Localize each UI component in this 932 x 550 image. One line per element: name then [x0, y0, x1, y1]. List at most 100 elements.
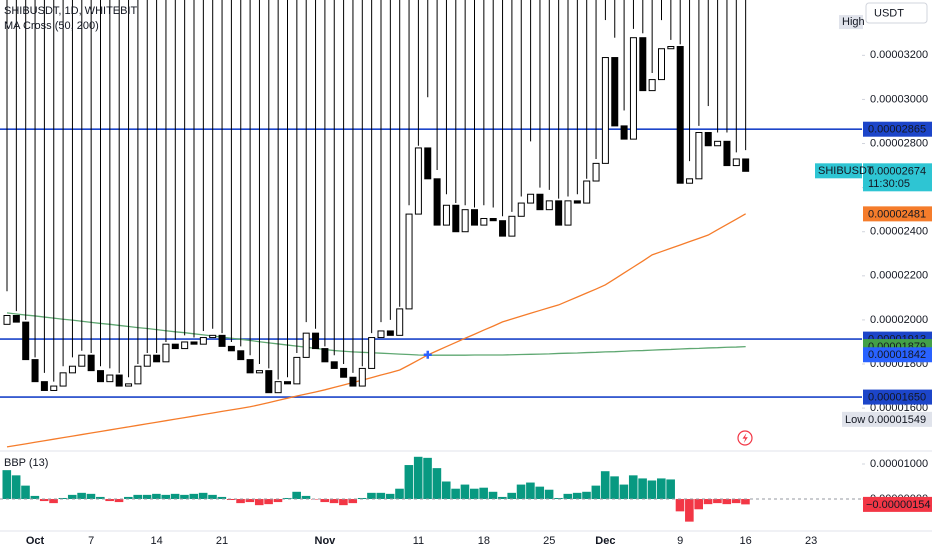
candle-body: [330, 361, 338, 369]
candle-body: [3, 315, 11, 325]
candle-body: [592, 162, 600, 182]
bbp-bar: [685, 498, 694, 522]
bbp-bar: [301, 495, 311, 499]
bbp-bar: [226, 498, 236, 501]
candle-body: [162, 343, 170, 363]
candle-body: [171, 343, 179, 350]
indicator-legend: MA Cross (50, 200): [4, 20, 99, 32]
bbp-bar: [628, 475, 638, 499]
candle-body: [181, 341, 189, 350]
candle-body: [143, 354, 151, 367]
bbp-bar: [694, 498, 703, 510]
bbp-bar: [638, 478, 647, 499]
bbp-bar: [582, 491, 591, 499]
candle-body: [714, 140, 722, 147]
y-tick-label: 0.00002800: [870, 137, 928, 149]
bbp-bar: [647, 480, 657, 499]
price-tag-label: 0.00001842: [868, 349, 926, 361]
bbp-bar: [124, 496, 133, 499]
price-tag-label: 0.00001650: [868, 391, 926, 403]
bbp-bar: [376, 492, 386, 499]
candle-body: [639, 37, 647, 92]
candle-body: [190, 341, 198, 345]
currency-box[interactable]: [865, 2, 928, 24]
bbp-bar: [142, 494, 152, 499]
bbp-bar: [367, 492, 376, 499]
bbp-bar: [703, 498, 713, 505]
price-tag-label: 0.00001549: [868, 414, 926, 426]
candle-body: [555, 200, 563, 226]
price-scale: 0.000016000.000018000.000020000.00002200…: [815, 15, 932, 505]
bbp-bar: [198, 492, 208, 499]
candle-body: [265, 370, 273, 394]
candle-body: [284, 381, 291, 385]
bbp-bar: [320, 498, 329, 503]
candle-body: [59, 372, 67, 387]
candle-body: [321, 348, 329, 363]
x-tick-label: Oct: [26, 535, 45, 547]
candle-body: [227, 345, 235, 352]
bbp-bar: [105, 498, 114, 502]
price-tag: [863, 347, 932, 363]
candle-body: [153, 354, 161, 363]
candle-body: [442, 204, 450, 226]
bbp-bar: [245, 498, 255, 503]
bbp-bar: [535, 486, 545, 499]
bbp-bar: [563, 493, 573, 499]
x-tick-label: 16: [740, 535, 752, 547]
candle-body: [583, 180, 591, 204]
symbol-tag-label: SHIBUSDT: [818, 165, 874, 177]
bbp-bar: [77, 492, 86, 499]
bbp-bar: [180, 494, 189, 499]
bbp-bar: [526, 482, 535, 499]
candle-body: [386, 330, 394, 336]
candle-body: [218, 334, 226, 347]
candle-body: [564, 200, 572, 226]
bbp-bar: [30, 495, 40, 499]
candle-body: [704, 132, 712, 147]
alert-icon[interactable]: [737, 430, 753, 446]
alert-bolt[interactable]: [742, 433, 748, 443]
bbp-bar: [610, 476, 619, 499]
bbp-bar: [544, 489, 554, 499]
candle-body: [340, 367, 348, 378]
bbp-bar: [404, 465, 414, 499]
price-tag: [863, 206, 932, 222]
candle-body: [255, 370, 263, 374]
bbp-bar: [619, 484, 629, 499]
bbp-bar: [96, 496, 105, 499]
candle-body: [115, 374, 123, 387]
candle-body: [573, 200, 581, 204]
bbp-bar: [152, 493, 161, 499]
bbp-bar: [254, 498, 264, 506]
candle-body: [658, 48, 665, 81]
bbp-bar: [413, 456, 423, 499]
bbp-bar: [114, 498, 124, 503]
price-tag: [863, 411, 932, 427]
bbp-bar: [591, 485, 601, 499]
bbp-bar: [189, 493, 199, 499]
candle-body: [349, 376, 357, 387]
candle-body: [611, 57, 619, 127]
currency-label[interactable]: USDT: [874, 7, 904, 19]
high-label: High: [842, 16, 865, 28]
bbp-bar: [329, 498, 339, 504]
cross-marker: [423, 350, 432, 359]
price-tag-label: 0.00002481: [868, 208, 926, 220]
candle-body: [433, 178, 441, 226]
candle-body: [667, 46, 675, 50]
symbol-tag: [815, 163, 862, 179]
candle-body: [732, 158, 740, 167]
bbp-bar: [554, 497, 563, 499]
x-tick-label: 18: [478, 535, 490, 547]
bbp-bar: [133, 494, 142, 499]
bbp-bar: [507, 492, 516, 499]
candle-body: [471, 209, 478, 226]
bbp-bar: [432, 468, 442, 499]
candle-body: [237, 350, 245, 361]
bbp-bar: [170, 493, 180, 499]
symbol-legend: SHIBUSDT, 1D, WHITEBIT: [4, 5, 138, 17]
last-price-tag: [863, 163, 932, 192]
candle-body: [723, 140, 731, 167]
